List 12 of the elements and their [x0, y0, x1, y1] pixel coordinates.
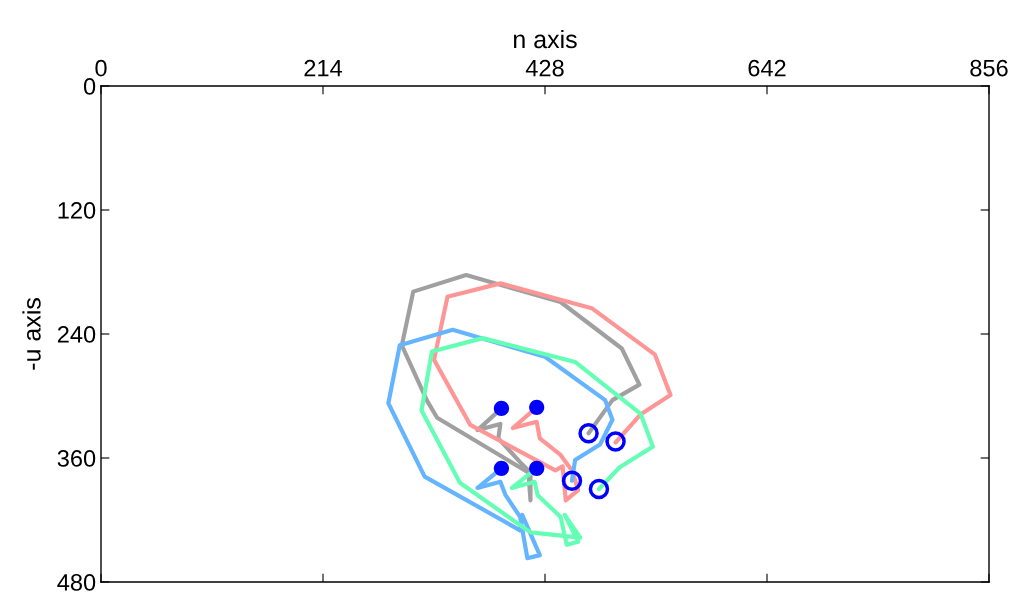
- y-axis-title: -u axis: [22, 298, 41, 370]
- x-tick-label: 856: [970, 59, 1008, 77]
- y-tick-label: 480: [57, 574, 96, 591]
- x-tick-label: 428: [525, 59, 564, 77]
- x-tick-label: 0: [95, 59, 107, 77]
- y-tick-label: 120: [58, 202, 96, 219]
- y-tick-label: 240: [57, 326, 96, 343]
- x-axis-title: n axis: [514, 29, 577, 49]
- y-tick-label: 360: [57, 450, 96, 467]
- x-tick-label: 642: [748, 59, 786, 77]
- y-tick-label: 0: [83, 78, 96, 95]
- x-tick-label: 214: [304, 59, 343, 77]
